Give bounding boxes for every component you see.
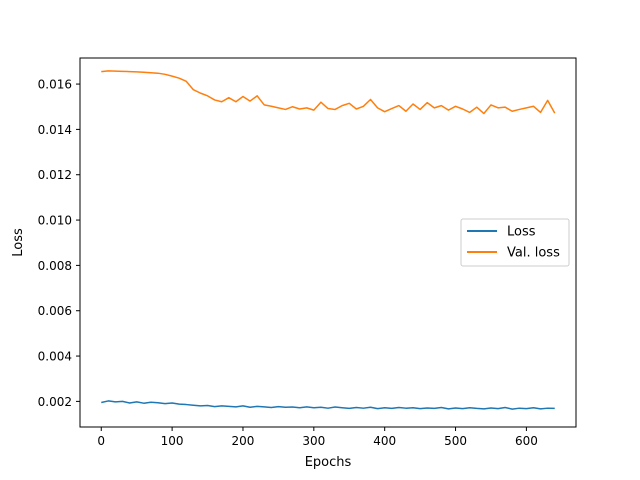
axes-frame [79,57,577,428]
x-tick-label: 300 [302,434,325,448]
y-tick-label: 0.010 [38,214,72,228]
x-axis-ticks: 0 100 200 300 400 500 600 [97,427,538,448]
series-group [101,70,556,410]
y-tick-label: 0.002 [38,395,72,409]
y-tick-label: 0.016 [38,78,72,92]
series-line-loss [101,400,555,410]
legend-label-loss: Loss [507,225,536,240]
legend-label-val-loss: Val. loss [507,246,560,261]
x-tick-label: 500 [444,434,467,448]
x-tick-label: 600 [515,434,538,448]
y-tick-label: 0.006 [38,304,72,318]
legend: Loss Val. loss [460,218,570,267]
series-line-val-loss [101,70,556,115]
y-tick-label: 0.014 [38,123,72,137]
x-tick-label: 0 [97,434,105,448]
y-tick-label: 0.008 [38,259,72,273]
y-axis-ticks: 0.002 0.004 0.006 0.008 0.010 0.012 0.014 0.016 [38,78,80,409]
y-axis-label: Loss [11,228,26,257]
x-axis-label: Epochs [305,455,352,470]
x-tick-label: 100 [161,434,184,448]
x-tick-label: 200 [232,434,255,448]
y-tick-label: 0.004 [38,350,72,364]
y-tick-label: 0.012 [38,168,72,182]
x-tick-label: 400 [373,434,396,448]
